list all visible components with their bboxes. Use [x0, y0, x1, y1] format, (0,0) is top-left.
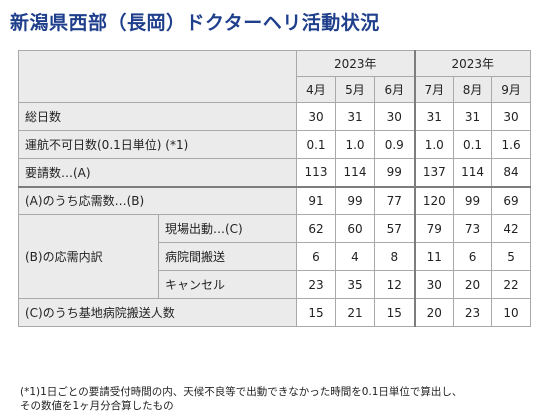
table-cell: 114	[453, 158, 493, 188]
table-cell: 22	[491, 270, 532, 299]
table-cell: 15	[296, 298, 336, 327]
corner-cell	[18, 50, 297, 103]
year-header-row: 2023年 2023年	[18, 50, 532, 103]
table-cell: 60	[335, 214, 375, 243]
table-cell: 31	[413, 102, 455, 131]
table-cell: 10	[491, 298, 532, 327]
table-cell: 113	[296, 158, 336, 188]
table-cell: 137	[413, 158, 455, 188]
sub-row-label: 病院間搬送	[158, 242, 297, 271]
table-cell: 23	[453, 298, 493, 327]
table-cell: 30	[491, 102, 532, 131]
table-cell: 15	[373, 298, 416, 327]
table-cell: 99	[373, 158, 416, 188]
table-row: 病院間搬送 6 4 8 11 6 5	[19, 242, 532, 271]
month-header: 9月	[491, 76, 532, 103]
sub-row-label: 現場出動…(C)	[158, 214, 297, 243]
row-label: 運航不可日数(0.1日単位) (*1)	[18, 130, 297, 159]
group-label: (B)の応需内訳	[18, 214, 159, 299]
table-cell: 6	[453, 242, 493, 271]
table-cell: 0.9	[373, 130, 416, 159]
table-cell: 91	[296, 186, 336, 215]
table-row: 運航不可日数(0.1日単位) (*1) 0.1 1.0 0.9 1.0 0.1 …	[18, 130, 532, 159]
table-row: (C)のうち基地病院搬送人数 15 21 15 20 23 10	[18, 298, 532, 327]
table-cell: 11	[413, 242, 455, 271]
table-row: 要請数…(A) 113 114 99 137 114 84	[18, 158, 532, 188]
table-cell: 1.0	[335, 130, 375, 159]
table-row: (B)の応需内訳 現場出動…(C) 62 60 57 79 73 42	[18, 214, 532, 299]
table-cell: 1.0	[413, 130, 455, 159]
table-cell: 30	[373, 102, 416, 131]
footnote: (*1)1日ごとの要請受付時間の内、天候不良等で出動できなかった時間を0.1日単…	[20, 385, 540, 413]
table-cell: 31	[335, 102, 375, 131]
table-cell: 120	[413, 186, 455, 215]
row-label: (A)のうち応需数…(B)	[18, 186, 297, 215]
sub-row-label: キャンセル	[158, 270, 297, 299]
table-cell: 31	[453, 102, 493, 131]
table-row: キャンセル 23 35 12 30 20 22	[19, 270, 532, 299]
month-header: 4月	[296, 76, 336, 103]
table-cell: 99	[335, 186, 375, 215]
table-cell: 4	[335, 242, 375, 271]
table-cell: 8	[373, 242, 416, 271]
table-cell: 23	[296, 270, 336, 299]
activity-table: 2023年 2023年 4月 5月 6月 7月 8月 9月 総日数 30 31 …	[18, 50, 532, 327]
table-cell: 6	[296, 242, 336, 271]
table-cell: 21	[335, 298, 375, 327]
table-cell: 30	[296, 102, 336, 131]
table-cell: 42	[491, 214, 532, 243]
table-cell: 5	[491, 242, 532, 271]
table-cell: 20	[453, 270, 493, 299]
row-label: (C)のうち基地病院搬送人数	[18, 298, 297, 327]
table-row: (A)のうち応需数…(B) 91 99 77 120 99 69	[18, 186, 532, 215]
table-cell: 57	[373, 214, 416, 243]
month-header: 8月	[453, 76, 493, 103]
row-label: 総日数	[18, 102, 297, 131]
year-header: 2023年	[295, 50, 416, 77]
month-header: 5月	[335, 76, 375, 103]
month-header-row: 4月 5月 6月 7月 8月 9月	[19, 76, 532, 103]
page-title: 新潟県西部（長岡）ドクターヘリ活動状況	[10, 12, 380, 34]
table-cell: 0.1	[453, 130, 493, 159]
year-header: 2023年	[413, 50, 532, 77]
table-cell: 1.6	[491, 130, 532, 159]
row-label: 要請数…(A)	[18, 158, 297, 188]
footnote-line: (*1)1日ごとの要請受付時間の内、天候不良等で出動できなかった時間を0.1日単…	[20, 386, 463, 398]
table-cell: 12	[373, 270, 416, 299]
table-cell: 77	[373, 186, 416, 215]
table-cell: 62	[296, 214, 336, 243]
table-cell: 30	[413, 270, 455, 299]
table-cell: 99	[453, 186, 493, 215]
table-cell: 20	[413, 298, 455, 327]
month-header: 7月	[413, 76, 455, 103]
table-cell: 35	[335, 270, 375, 299]
table-cell: 114	[335, 158, 375, 188]
table-cell: 0.1	[296, 130, 336, 159]
table-cell: 79	[413, 214, 455, 243]
table-cell: 73	[453, 214, 493, 243]
table-row: 総日数 30 31 30 31 31 30	[18, 102, 532, 131]
table-cell: 84	[491, 158, 532, 188]
table-cell: 69	[491, 186, 532, 215]
footnote-line: その数値を1ヶ月分合算したもの	[20, 400, 174, 412]
month-header: 6月	[373, 76, 416, 103]
